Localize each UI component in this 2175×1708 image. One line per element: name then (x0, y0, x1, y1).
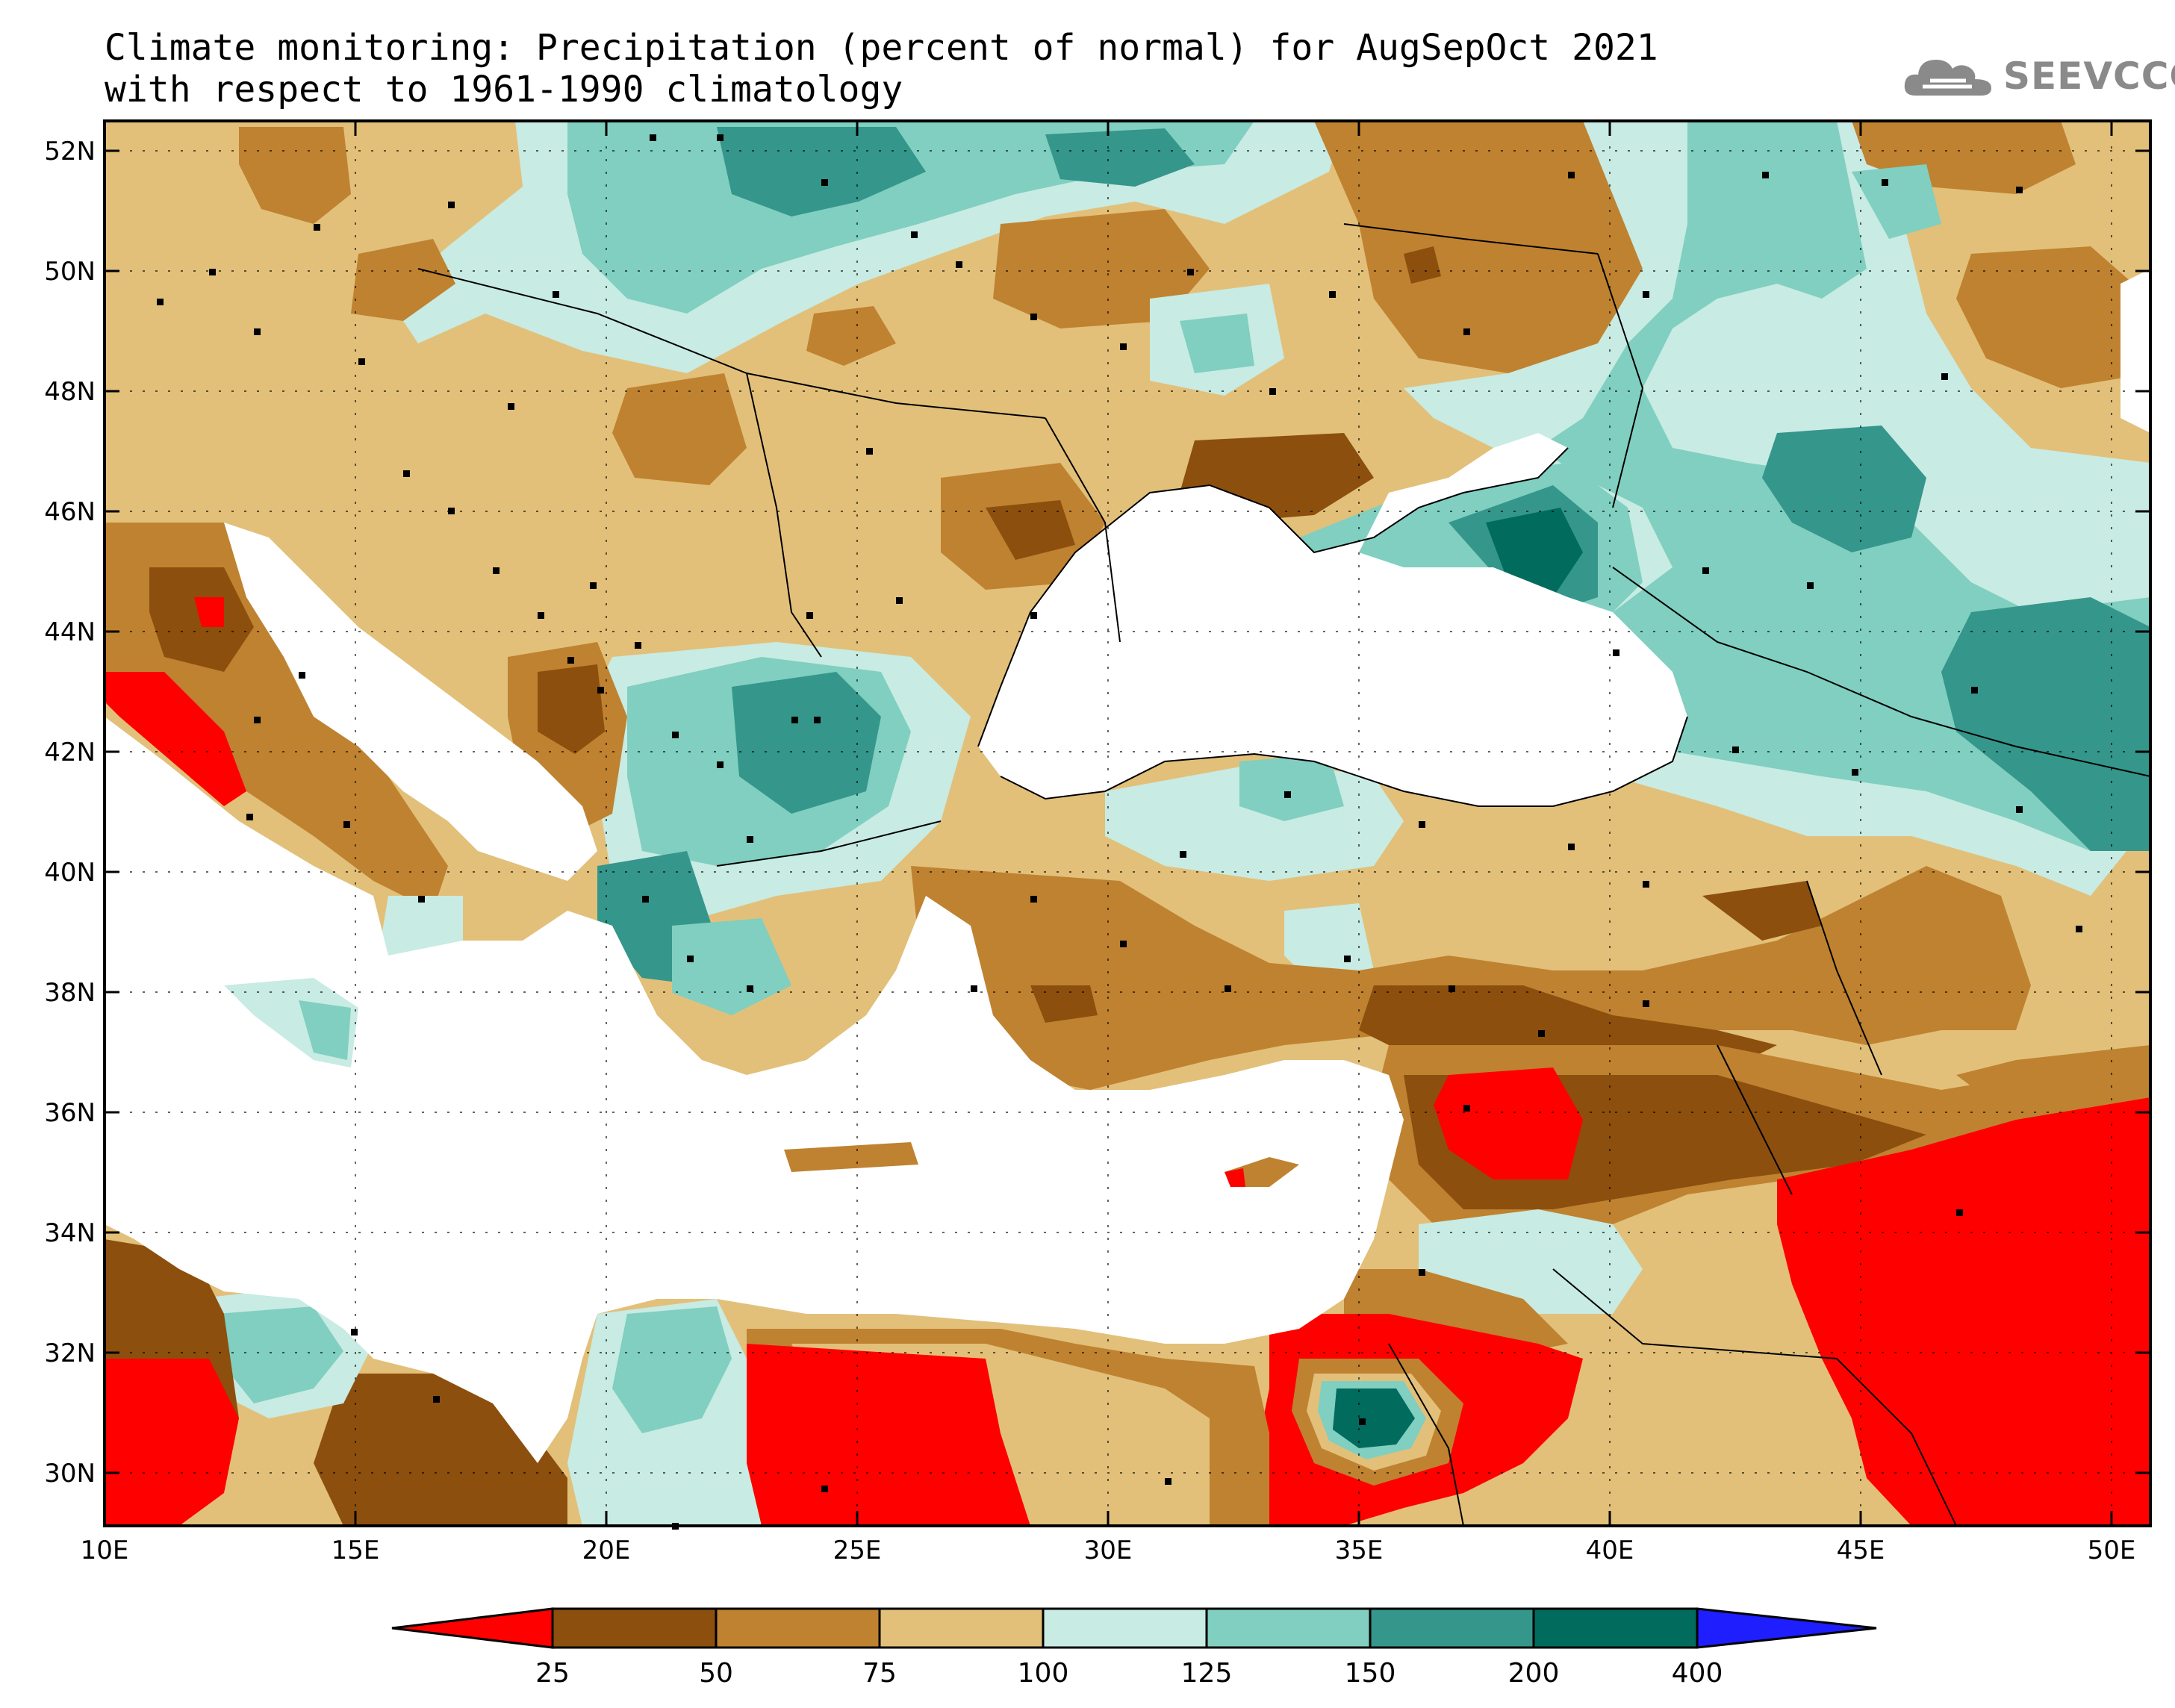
field-region (747, 1344, 1030, 1526)
field-region (105, 672, 246, 806)
lat-tick-label: 32N (44, 1338, 96, 1368)
colorbar-segment (1369, 1607, 1535, 1649)
lon-tick-label: 25E (833, 1536, 882, 1565)
field-region (239, 127, 351, 224)
lon-tick-label: 20E (582, 1536, 631, 1565)
field-region (1777, 1090, 2150, 1526)
field-region (911, 866, 2031, 1090)
tyrrhenian-sea (105, 717, 388, 970)
adriatic-sea (224, 523, 597, 881)
colorbar-label: 75 (862, 1658, 897, 1689)
colorbar-arrow-high (1696, 1607, 1877, 1649)
lon-tick-label: 15E (332, 1536, 380, 1565)
field-region (717, 127, 926, 216)
field-region (612, 1306, 732, 1433)
field-region (1956, 246, 2150, 388)
lat-tick-label: 46N (44, 497, 96, 527)
black-sea (978, 433, 1687, 806)
title-line-1: Climate monitoring: Precipitation (perce… (105, 27, 1658, 69)
sea-areas (105, 269, 2150, 1463)
colorbar-segment (878, 1607, 1045, 1649)
field-region (1702, 881, 1822, 941)
field-region (1239, 754, 1344, 821)
lat-tick-label: 34N (44, 1218, 96, 1248)
colorbar-segment (715, 1607, 881, 1649)
map-title: Climate monitoring: Precipitation (perce… (105, 27, 1658, 110)
field-region (732, 672, 881, 814)
field-region (1956, 1045, 2150, 1120)
lat-tick-label: 40N (44, 858, 96, 888)
crete (784, 1142, 918, 1172)
lat-tick-label: 42N (44, 738, 96, 767)
field-region (1852, 164, 1941, 239)
colorbar-label: 400 (1672, 1658, 1723, 1689)
field-region (194, 597, 224, 627)
colorbar-arrow-low (391, 1607, 554, 1649)
colorbar-segment (1532, 1607, 1699, 1649)
lon-tick-label: 10E (81, 1536, 129, 1565)
field-region (986, 500, 1075, 560)
lat-tick-label: 36N (44, 1098, 96, 1128)
seevccc-logo: SEEVCCC (1900, 46, 2175, 106)
lat-tick-label: 50N (44, 257, 96, 287)
title-line-2: with respect to 1961-1990 climatology (105, 69, 903, 110)
field-region (1404, 246, 1441, 284)
colorbar-label: 50 (699, 1658, 733, 1689)
colorbar-segment (551, 1607, 718, 1649)
lat-axis: 52N 50N 48N 46N 44N 42N 40N 38N 36N 34N 32N 30N (44, 137, 2150, 1489)
lon-tick-label: 35E (1335, 1536, 1384, 1565)
field-region (1045, 128, 1195, 187)
field-region (672, 918, 791, 1015)
colorbar: 25 50 75 100 125 150 200 400 (391, 1607, 1877, 1689)
colorbar-segment (1205, 1607, 1372, 1649)
lon-axis: 10E 15E 20E 25E 30E 35E 40E 45E 50E (81, 121, 2136, 1565)
lon-tick-label: 30E (1084, 1536, 1133, 1565)
lon-tick-label: 40E (1586, 1536, 1634, 1565)
lat-tick-label: 52N (44, 137, 96, 166)
field-region (1284, 903, 1374, 985)
station-dots (157, 134, 2082, 1530)
field-region (806, 306, 896, 366)
field-region (1180, 314, 1254, 373)
mediterranean-sea (105, 896, 1404, 1463)
field-region (1314, 121, 1643, 373)
colorbar-label: 150 (1345, 1658, 1396, 1689)
lat-tick-label: 48N (44, 377, 96, 407)
colorbar-label: 100 (1018, 1658, 1069, 1689)
lon-tick-label: 45E (1837, 1536, 1885, 1565)
country-borders (417, 223, 2151, 1527)
field-region (1941, 597, 2150, 851)
colorbar-segment (1042, 1607, 1208, 1649)
caspian-sea (2120, 269, 2150, 433)
colorbar-label: 25 (535, 1658, 570, 1689)
map-frame (103, 119, 2152, 1527)
lat-tick-label: 38N (44, 978, 96, 1008)
lat-tick-label: 30N (44, 1459, 96, 1489)
field-region (1030, 985, 1098, 1023)
field-region (217, 1306, 343, 1403)
lat-tick-label: 44N (44, 617, 96, 647)
field-region (1434, 1068, 1583, 1179)
field-region (105, 1359, 239, 1526)
field-region (1762, 426, 1926, 552)
field-region (1333, 1388, 1415, 1448)
sicily-teal (299, 1000, 351, 1060)
field-region (351, 239, 455, 321)
lon-tick-label: 50E (2088, 1536, 2136, 1565)
field-region (538, 664, 605, 754)
colorbar-label: 125 (1181, 1658, 1233, 1689)
field-region (612, 373, 747, 485)
colorbar-label: 200 (1508, 1658, 1560, 1689)
logo-text: SEEVCCC (2003, 54, 2175, 98)
cloud-icon (1904, 60, 1991, 96)
cyprus-red (1225, 1168, 1245, 1187)
